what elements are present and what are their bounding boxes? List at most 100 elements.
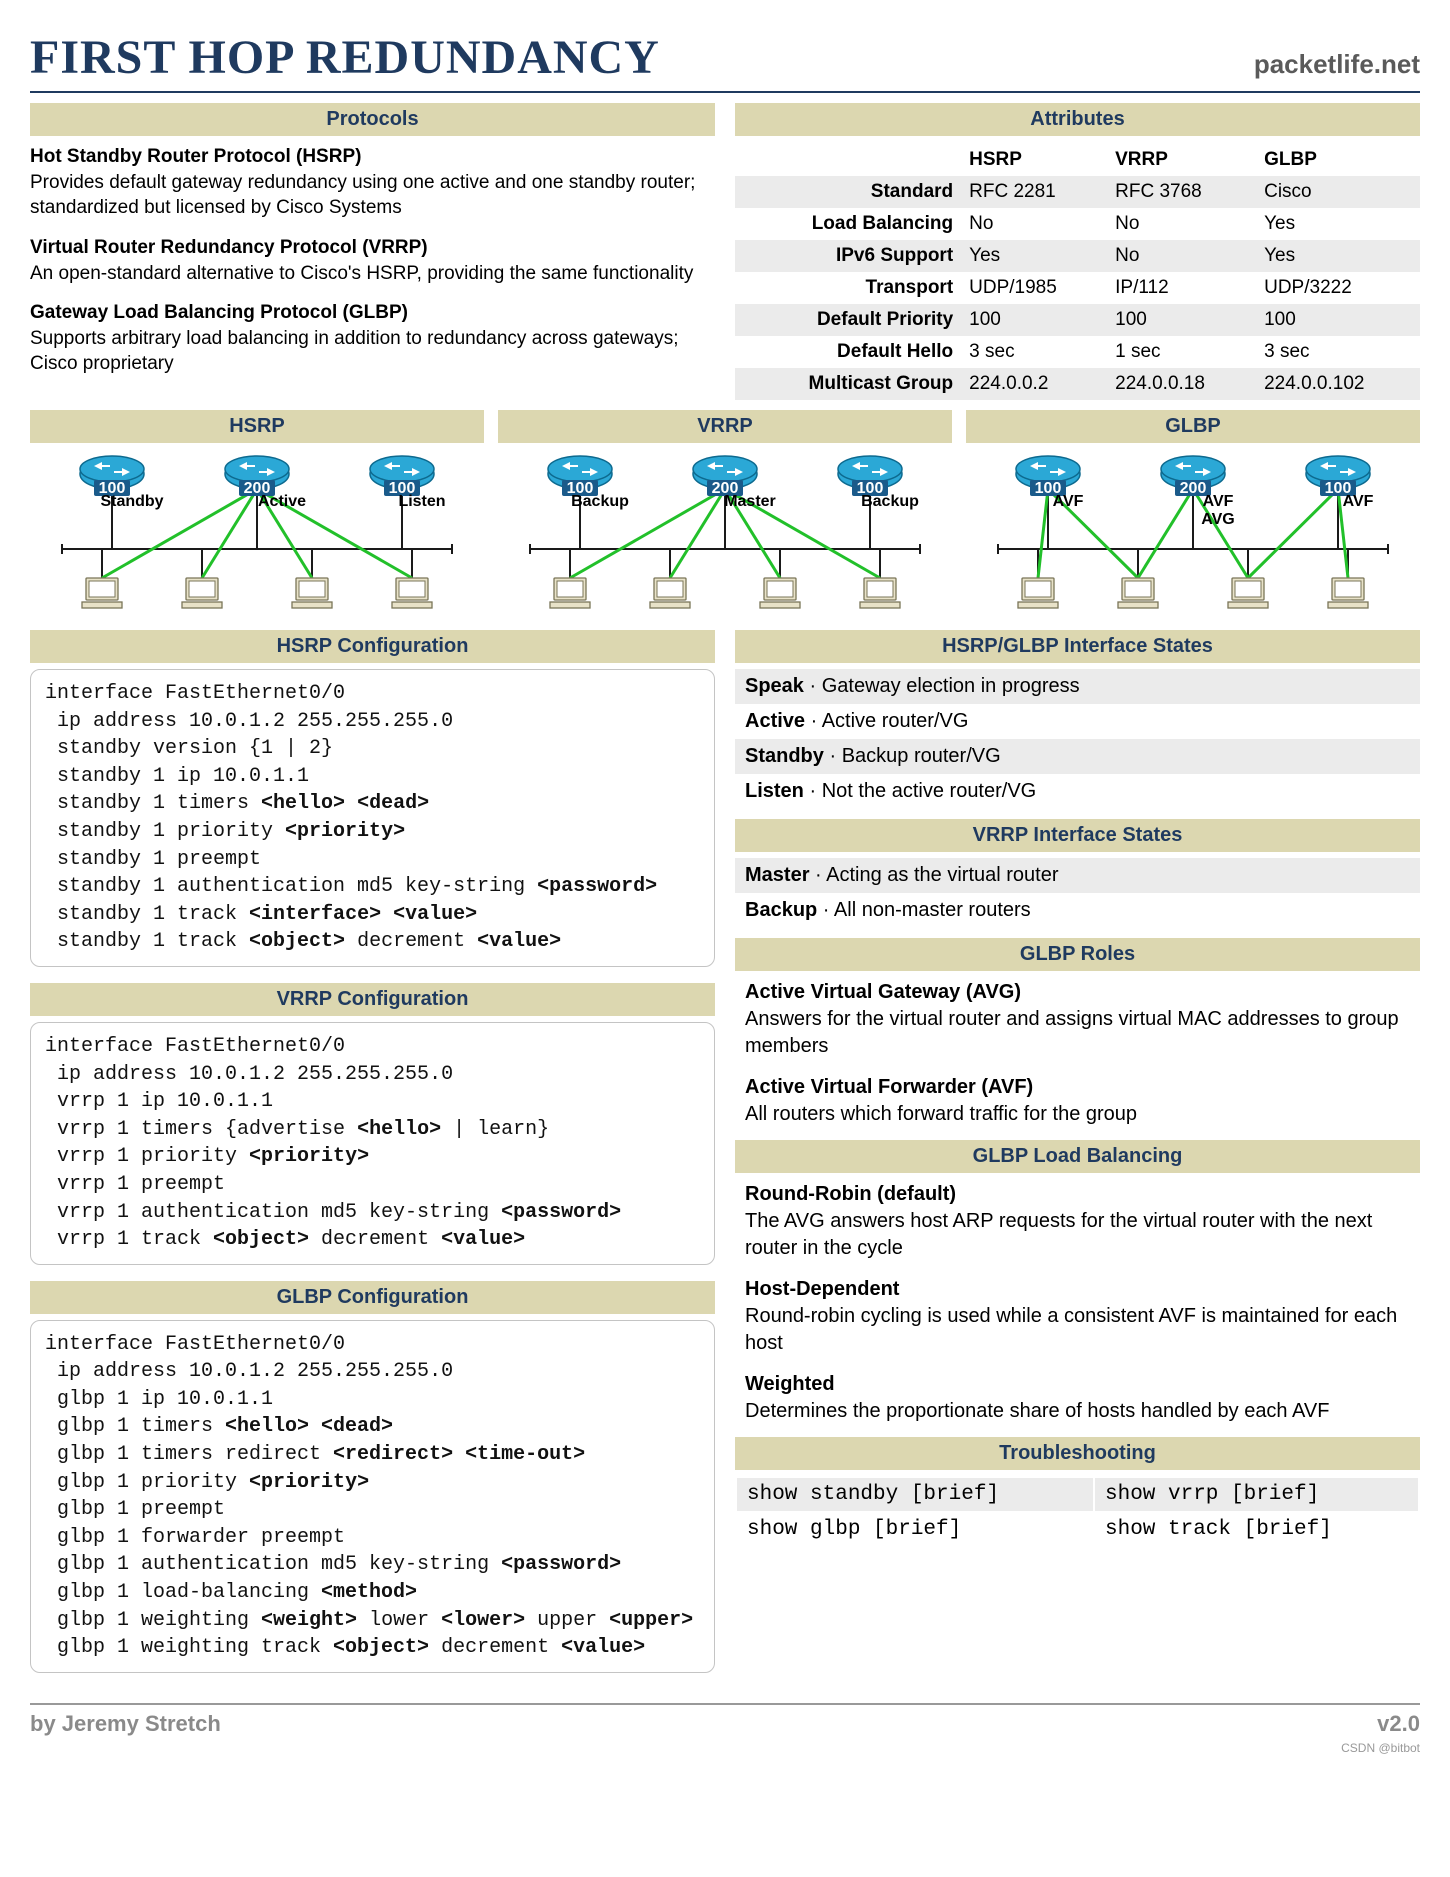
diagram-panel: VRRP100Backup200Master100Backup <box>498 410 952 624</box>
csdn-watermark: CSDN @bitbot <box>30 1741 1420 1755</box>
attr-cell: IP/112 <box>1107 272 1256 304</box>
svg-text:Backup: Backup <box>861 493 919 510</box>
pc-icon <box>82 578 122 608</box>
troubleshoot-table: show standby [brief]show vrrp [brief]sho… <box>735 1476 1420 1548</box>
router-icon: 200 <box>1161 456 1225 497</box>
attr-cell: 100 <box>1107 304 1256 336</box>
diagram-title: HSRP <box>30 410 484 443</box>
diagram-panel: HSRP100Standby200Active100Listen <box>30 410 484 624</box>
vrrp-states-heading: VRRP Interface States <box>735 819 1420 852</box>
protocol-desc: An open-standard alternative to Cisco's … <box>30 263 693 284</box>
state-val: All non-master routers <box>834 899 1031 921</box>
glbp-roles-list: Active Virtual Gateway (AVG)Answers for … <box>735 977 1420 1130</box>
router-icon: 200 <box>693 456 757 497</box>
attr-cell: 224.0.0.2 <box>961 368 1107 400</box>
role-desc: Answers for the virtual router and assig… <box>745 1006 1410 1060</box>
attr-row-header: Load Balancing <box>735 208 961 240</box>
pc-icon <box>292 578 332 608</box>
attr-row-header: Default Priority <box>735 304 961 336</box>
attr-cell: Cisco <box>1256 176 1420 208</box>
attr-cell: No <box>1107 240 1256 272</box>
protocols-heading: Protocols <box>30 103 715 136</box>
pc-icon <box>860 578 900 608</box>
svg-text:AVG: AVG <box>1201 511 1234 528</box>
state-val: Acting as the virtual router <box>826 864 1058 886</box>
protocol-list: Hot Standby Router Protocol (HSRP) Provid… <box>30 144 715 377</box>
ts-cmd: show standby [brief] <box>737 1478 1093 1511</box>
lb-title: Host-Dependent <box>745 1276 1410 1303</box>
attributes-table: HSRPVRRPGLBPStandardRFC 2281RFC 3768Cisc… <box>735 144 1420 400</box>
pc-icon <box>1228 578 1268 608</box>
protocol-title: Gateway Load Balancing Protocol (GLBP) <box>30 302 408 323</box>
attr-cell: 3 sec <box>961 336 1107 368</box>
router-icon: 200 <box>225 456 289 497</box>
state-row: Standby · Backup router/VG <box>735 739 1420 774</box>
site-name: packetlife.net <box>1254 49 1420 80</box>
diagram-title: GLBP <box>966 410 1420 443</box>
pc-icon <box>182 578 222 608</box>
svg-text:Master: Master <box>724 493 776 510</box>
svg-text:AVF: AVF <box>1053 493 1084 510</box>
attr-row-header: Standard <box>735 176 961 208</box>
ts-cmd: show glbp [brief] <box>737 1513 1093 1546</box>
ts-cmd: show vrrp [brief] <box>1095 1478 1418 1511</box>
state-row: Backup · All non-master routers <box>735 893 1420 928</box>
attr-cell: No <box>961 208 1107 240</box>
pc-icon <box>1328 578 1368 608</box>
page-title: FIRST HOP REDUNDANCY <box>30 30 660 85</box>
glbp-roles-heading: GLBP Roles <box>735 938 1420 971</box>
hsrp-config-heading: HSRP Configuration <box>30 630 715 663</box>
state-val: Backup router/VG <box>842 745 1001 767</box>
attr-row-header: Transport <box>735 272 961 304</box>
state-row: Active · Active router/VG <box>735 704 1420 739</box>
page-header: FIRST HOP REDUNDANCY packetlife.net <box>30 30 1420 93</box>
glbp-lb-item: Round-Robin (default)The AVG answers hos… <box>735 1179 1420 1264</box>
vrrp-states-list: Master · Acting as the virtual routerBac… <box>735 858 1420 928</box>
protocol-item: Hot Standby Router Protocol (HSRP) Provid… <box>30 144 715 221</box>
ts-row: show glbp [brief]show track [brief] <box>737 1513 1418 1546</box>
glbp-config-code: interface FastEthernet0/0 ip address 10.… <box>30 1320 715 1673</box>
diagram-panel: GLBP100AVF200AVFAVG100AVF <box>966 410 1420 624</box>
attr-cell: 100 <box>961 304 1107 336</box>
pc-icon <box>1018 578 1058 608</box>
pc-icon <box>392 578 432 608</box>
pc-icon <box>1118 578 1158 608</box>
troubleshoot-heading: Troubleshooting <box>735 1437 1420 1470</box>
page-footer: by Jeremy Stretch v2.0 <box>30 1703 1420 1737</box>
footer-author: by Jeremy Stretch <box>30 1711 221 1737</box>
attr-col-header: HSRP <box>961 144 1107 176</box>
attr-cell: 100 <box>1256 304 1420 336</box>
glbp-lb-item: Host-DependentRound-robin cycling is use… <box>735 1274 1420 1359</box>
glbp-config-heading: GLBP Configuration <box>30 1281 715 1314</box>
state-key: Master <box>745 864 809 886</box>
attr-cell: 224.0.0.18 <box>1107 368 1256 400</box>
protocol-item: Virtual Router Redundancy Protocol (VRRP… <box>30 235 715 286</box>
router-icon: 100 <box>370 456 434 497</box>
glbp-role: Active Virtual Gateway (AVG)Answers for … <box>735 977 1420 1062</box>
state-row: Listen · Not the active router/VG <box>735 774 1420 809</box>
state-key: Active <box>745 710 805 732</box>
router-icon: 100 <box>548 456 612 497</box>
vrrp-config-heading: VRRP Configuration <box>30 983 715 1016</box>
svg-text:Active: Active <box>258 493 306 510</box>
lb-desc: The AVG answers host ARP requests for th… <box>745 1208 1410 1262</box>
attr-cell: RFC 2281 <box>961 176 1107 208</box>
svg-text:Listen: Listen <box>398 493 445 510</box>
diagram-title: VRRP <box>498 410 952 443</box>
diagrams-row: HSRP100Standby200Active100ListenVRRP100B… <box>30 410 1420 624</box>
attr-row-header: Multicast Group <box>735 368 961 400</box>
state-val: Not the active router/VG <box>822 780 1037 802</box>
protocol-title: Hot Standby Router Protocol (HSRP) <box>30 146 361 167</box>
ts-row: show standby [brief]show vrrp [brief] <box>737 1478 1418 1511</box>
lb-title: Weighted <box>745 1371 1410 1398</box>
attr-cell: 3 sec <box>1256 336 1420 368</box>
router-icon: 100 <box>80 456 144 497</box>
state-row: Speak · Gateway election in progress <box>735 669 1420 704</box>
hsrp-states-list: Speak · Gateway election in progressActi… <box>735 669 1420 809</box>
state-val: Active router/VG <box>822 710 969 732</box>
network-diagram: 100AVF200AVFAVG100AVF <box>966 449 1420 619</box>
protocol-title: Virtual Router Redundancy Protocol (VRRP… <box>30 237 428 258</box>
protocol-desc: Provides default gateway redundancy usin… <box>30 172 695 219</box>
glbp-lb-item: WeightedDetermines the proportionate sha… <box>735 1369 1420 1427</box>
pc-icon <box>650 578 690 608</box>
